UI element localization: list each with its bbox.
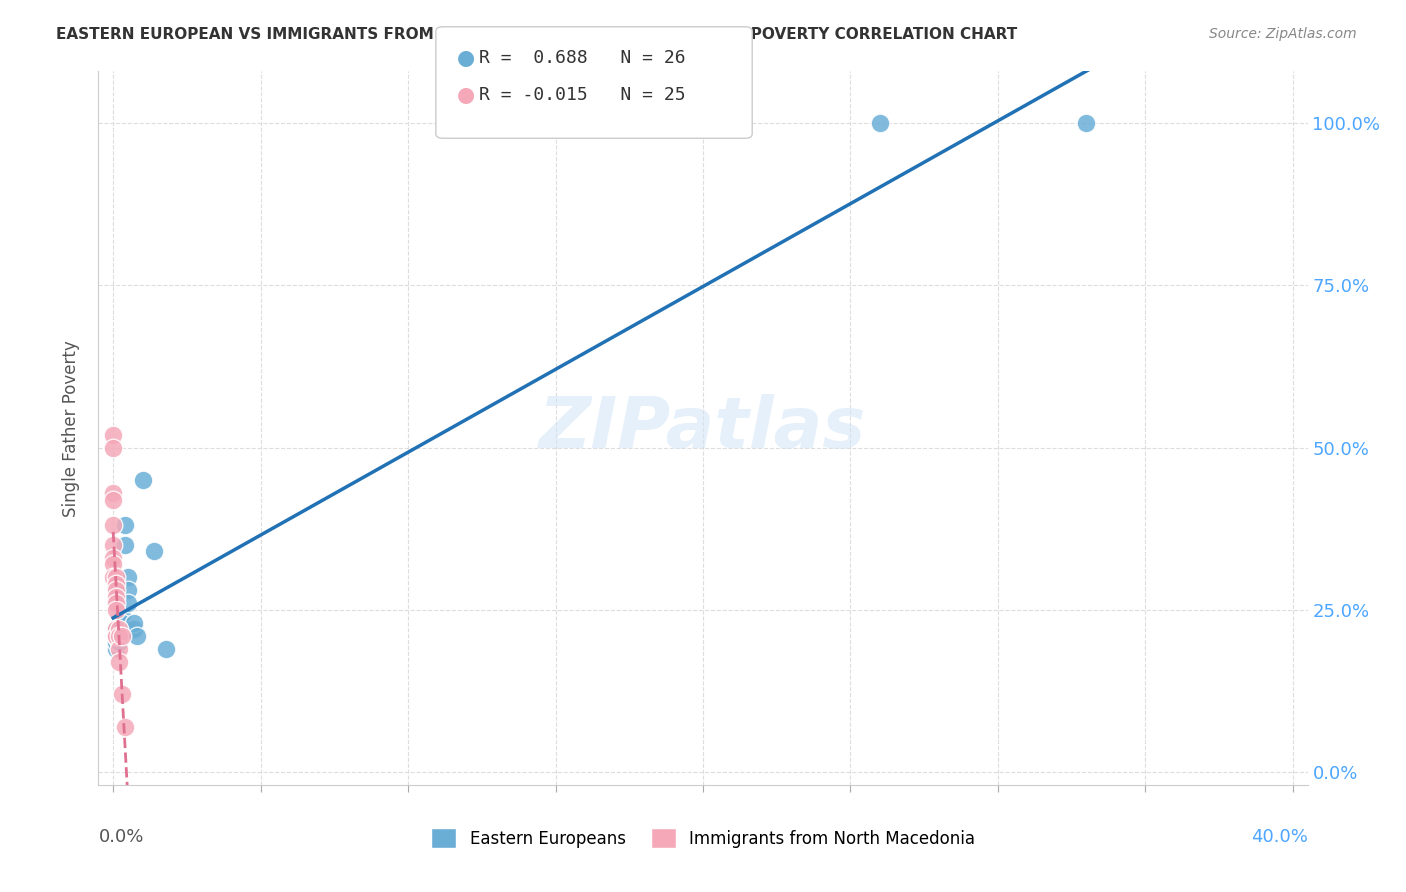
Point [111, 615, 134, 630]
Text: ●: ● [457, 48, 475, 68]
Point [108, 622, 131, 636]
Point [114, 720, 136, 734]
Point [117, 570, 139, 584]
Point [101, 518, 124, 533]
Point [105, 641, 128, 656]
Y-axis label: Single Father Poverty: Single Father Poverty [62, 340, 80, 516]
Point [108, 635, 131, 649]
Point [101, 570, 124, 584]
Point [101, 427, 124, 442]
Point [125, 629, 148, 643]
Point [111, 629, 134, 643]
Point [101, 441, 124, 455]
Point [105, 583, 128, 598]
Point [120, 622, 142, 636]
Point [1076, 116, 1098, 130]
Text: 40.0%: 40.0% [1251, 828, 1308, 846]
Point [101, 492, 124, 507]
Point [117, 596, 139, 610]
Point [101, 558, 124, 572]
Text: R =  0.688   N = 26: R = 0.688 N = 26 [479, 49, 686, 67]
Point [122, 622, 145, 636]
Point [105, 570, 128, 584]
Point [114, 538, 136, 552]
Point [131, 473, 153, 487]
Point [155, 641, 177, 656]
Point [108, 629, 131, 643]
Point [105, 596, 128, 610]
Point [105, 577, 128, 591]
Point [117, 583, 139, 598]
Point [105, 603, 128, 617]
Point [105, 629, 128, 643]
Point [869, 116, 891, 130]
Point [105, 622, 128, 636]
Point [105, 629, 128, 643]
Point [105, 635, 128, 649]
Point [114, 518, 136, 533]
Point [105, 629, 128, 643]
Point [122, 615, 145, 630]
Text: EASTERN EUROPEAN VS IMMIGRANTS FROM NORTH MACEDONIA SINGLE FATHER POVERTY CORREL: EASTERN EUROPEAN VS IMMIGRANTS FROM NORT… [56, 27, 1018, 42]
Point [105, 622, 128, 636]
Point [108, 655, 131, 669]
Legend: Eastern Europeans, Immigrants from North Macedonia: Eastern Europeans, Immigrants from North… [425, 822, 981, 855]
Point [105, 629, 128, 643]
Text: Source: ZipAtlas.com: Source: ZipAtlas.com [1209, 27, 1357, 41]
Point [108, 622, 131, 636]
Point [108, 635, 131, 649]
Point [111, 609, 134, 624]
Point [101, 486, 124, 500]
Point [111, 687, 134, 701]
Point [143, 544, 166, 558]
Text: ZIPatlas: ZIPatlas [540, 393, 866, 463]
Text: 0.0%: 0.0% [98, 828, 143, 846]
Point [101, 550, 124, 565]
Point [105, 590, 128, 604]
Point [108, 641, 131, 656]
Point [108, 629, 131, 643]
Text: ●: ● [457, 86, 475, 105]
Point [101, 538, 124, 552]
Point [105, 629, 128, 643]
Text: R = -0.015   N = 25: R = -0.015 N = 25 [479, 87, 686, 104]
